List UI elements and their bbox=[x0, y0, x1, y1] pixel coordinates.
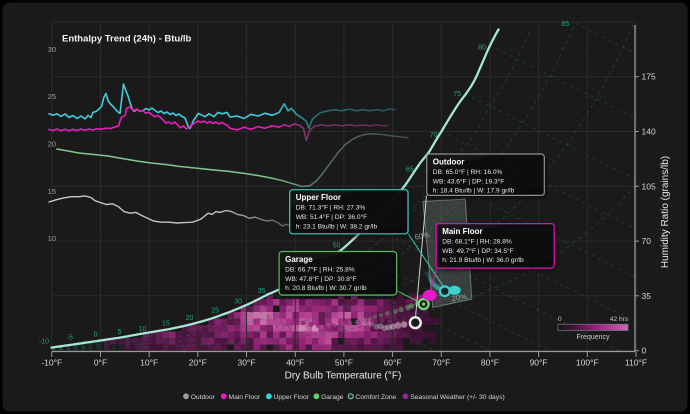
svg-text:42 hrs: 42 hrs bbox=[610, 316, 629, 323]
svg-text:85: 85 bbox=[561, 21, 569, 28]
svg-text:90°F: 90°F bbox=[530, 358, 548, 368]
svg-text:10°F: 10°F bbox=[140, 358, 158, 368]
svg-text:30°F: 30°F bbox=[237, 358, 255, 368]
svg-text:h: 21.9 Btu/lb | W: 36.0 gr/lb: h: 21.9 Btu/lb | W: 36.0 gr/lb bbox=[442, 257, 524, 264]
svg-text:50: 50 bbox=[333, 242, 341, 249]
svg-text:20°F: 20°F bbox=[189, 358, 207, 368]
svg-text:80: 80 bbox=[478, 44, 486, 51]
svg-text:Frequency: Frequency bbox=[576, 334, 610, 341]
svg-text:WB: 51.4°F | DP: 36.0°F: WB: 51.4°F | DP: 36.0°F bbox=[296, 213, 367, 221]
svg-text:Comfort Zone: Comfort Zone bbox=[355, 394, 396, 401]
svg-text:75: 75 bbox=[453, 91, 461, 98]
svg-text:30: 30 bbox=[234, 298, 242, 305]
svg-text:WB: 49.7°F | DP: 34.5°F: WB: 49.7°F | DP: 34.5°F bbox=[442, 247, 513, 255]
svg-text:Main Floor: Main Floor bbox=[229, 394, 261, 401]
svg-text:25: 25 bbox=[211, 307, 219, 314]
svg-text:DB: 65.0°F | RH: 16.0%: DB: 65.0°F | RH: 16.0% bbox=[433, 168, 503, 176]
svg-text:110°F: 110°F bbox=[625, 358, 647, 368]
svg-text:10: 10 bbox=[139, 326, 147, 333]
svg-text:10: 10 bbox=[48, 234, 56, 243]
svg-text:-10°F: -10°F bbox=[41, 358, 62, 368]
svg-text:Outdoor: Outdoor bbox=[191, 394, 216, 401]
svg-text:35: 35 bbox=[258, 288, 266, 295]
svg-text:0: 0 bbox=[94, 332, 98, 339]
svg-text:Main Floor: Main Floor bbox=[442, 227, 482, 236]
svg-text:0°F: 0°F bbox=[94, 358, 107, 368]
svg-text:100°F: 100°F bbox=[576, 358, 599, 368]
svg-text:Humidity Ratio (grains/lb): Humidity Ratio (grains/lb) bbox=[660, 156, 671, 268]
svg-text:DB: 71.3°F | RH: 27.3%: DB: 71.3°F | RH: 27.3% bbox=[296, 204, 366, 212]
svg-text:WB: 47.8°F | DP: 30.8°F: WB: 47.8°F | DP: 30.8°F bbox=[285, 275, 356, 283]
svg-text:175: 175 bbox=[642, 72, 656, 82]
svg-text:65: 65 bbox=[406, 167, 414, 174]
svg-text:Garage: Garage bbox=[321, 394, 344, 401]
svg-text:0: 0 bbox=[642, 346, 647, 356]
svg-text:20: 20 bbox=[186, 315, 194, 322]
svg-text:80°F: 80°F bbox=[481, 358, 499, 368]
svg-text:20: 20 bbox=[48, 140, 56, 149]
svg-text:25: 25 bbox=[48, 92, 56, 101]
svg-text:20%: 20% bbox=[451, 292, 468, 303]
svg-text:70°F: 70°F bbox=[432, 358, 450, 368]
svg-text:50°F: 50°F bbox=[335, 358, 353, 368]
svg-text:Dry Bulb Temperature (°F): Dry Bulb Temperature (°F) bbox=[285, 371, 402, 382]
svg-text:Upper Floor: Upper Floor bbox=[296, 193, 341, 202]
svg-text:h: 20.8 Btu/lb | W: 30.7 gr/lb: h: 20.8 Btu/lb | W: 30.7 gr/lb bbox=[285, 285, 367, 292]
svg-text:-5: -5 bbox=[67, 335, 73, 342]
svg-text:DB: 68.1°F | RH: 28.8%: DB: 68.1°F | RH: 28.8% bbox=[442, 238, 512, 246]
svg-text:WB: 43.6°F | DP: 19.3°F: WB: 43.6°F | DP: 19.3°F bbox=[433, 177, 504, 185]
svg-text:0: 0 bbox=[558, 316, 562, 323]
svg-text:15: 15 bbox=[48, 187, 56, 196]
svg-text:h: 23.1 Btu/lb | W: 38.2 gr/lb: h: 23.1 Btu/lb | W: 38.2 gr/lb bbox=[296, 223, 378, 230]
svg-text:-10: -10 bbox=[39, 338, 49, 345]
svg-text:30: 30 bbox=[48, 45, 56, 54]
svg-text:140: 140 bbox=[642, 127, 656, 137]
svg-text:105: 105 bbox=[642, 181, 656, 191]
svg-text:15: 15 bbox=[162, 321, 170, 328]
svg-text:h: 18.4 Btu/lb | W: 17.9 gr/lb: h: 18.4 Btu/lb | W: 17.9 gr/lb bbox=[433, 188, 515, 195]
svg-text:40°F: 40°F bbox=[286, 358, 304, 368]
svg-text:Garage: Garage bbox=[285, 255, 313, 264]
svg-text:Upper Floor: Upper Floor bbox=[274, 394, 310, 401]
svg-text:70: 70 bbox=[430, 132, 438, 139]
svg-text:Seasonal Weather (+/- 30 days): Seasonal Weather (+/- 30 days) bbox=[410, 394, 504, 401]
svg-text:35: 35 bbox=[642, 291, 652, 301]
svg-text:70: 70 bbox=[642, 236, 652, 246]
svg-text:60°F: 60°F bbox=[384, 358, 402, 368]
svg-text:Outdoor: Outdoor bbox=[433, 158, 465, 167]
svg-text:Enthalpy Trend (24h) - Btu/lb: Enthalpy Trend (24h) - Btu/lb bbox=[62, 34, 192, 45]
svg-text:5: 5 bbox=[118, 329, 122, 336]
svg-text:DB: 66.7°F | RH: 25.8%: DB: 66.7°F | RH: 25.8% bbox=[285, 266, 355, 274]
